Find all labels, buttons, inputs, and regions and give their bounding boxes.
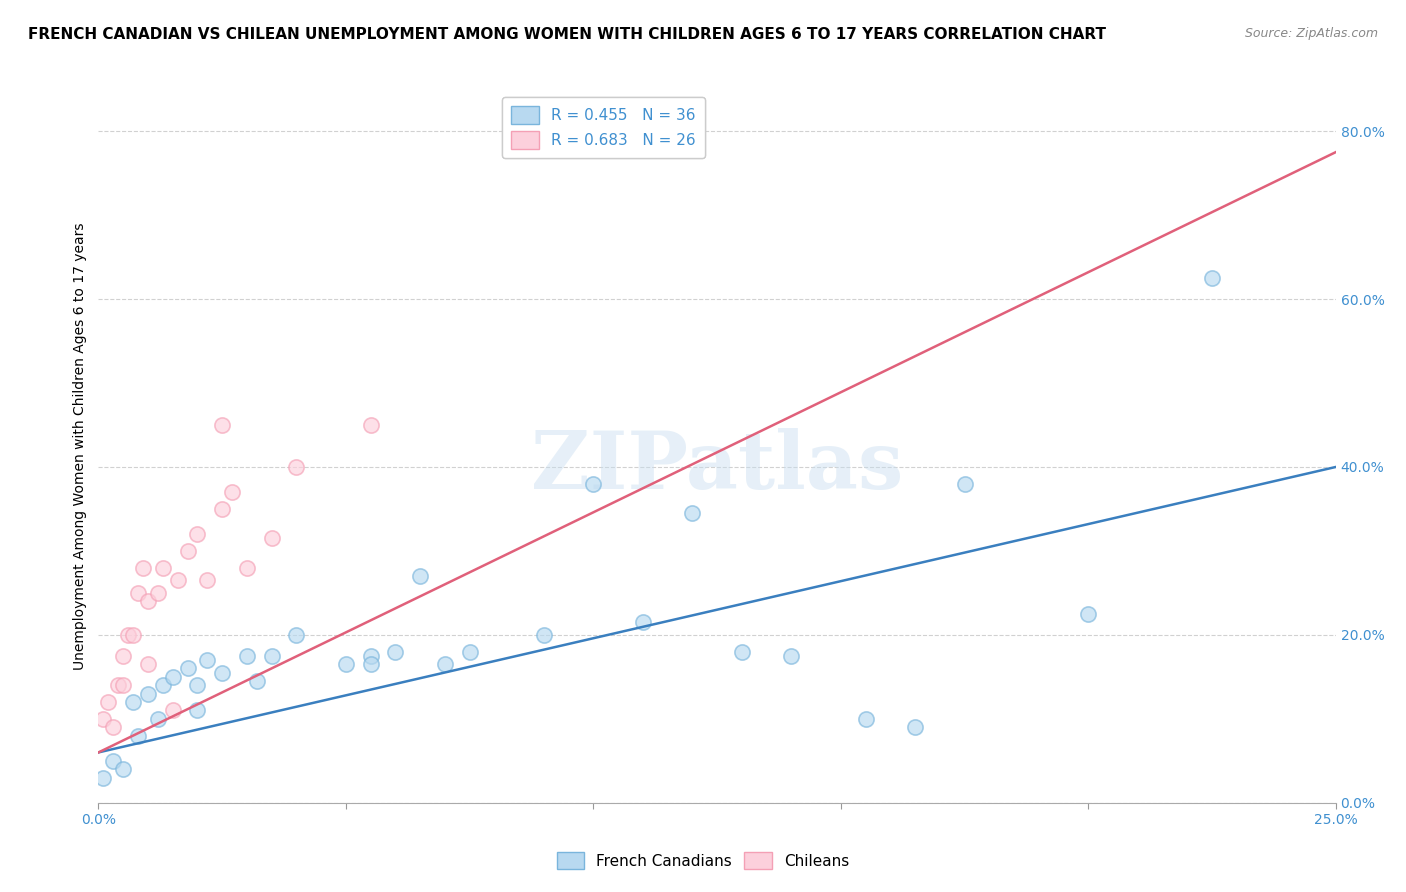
Point: [855, 712, 877, 726]
Point: [146, 712, 169, 726]
Point: [582, 476, 605, 491]
Point: [195, 653, 218, 667]
Point: [211, 665, 233, 680]
Legend: French Canadians, Chileans: French Canadians, Chileans: [551, 846, 855, 875]
Point: [176, 661, 198, 675]
Point: [136, 657, 159, 672]
Text: Source: ZipAtlas.com: Source: ZipAtlas.com: [1244, 27, 1378, 40]
Point: [127, 729, 149, 743]
Point: [409, 569, 432, 583]
Point: [107, 678, 129, 692]
Point: [97, 695, 120, 709]
Point: [127, 586, 149, 600]
Point: [162, 670, 184, 684]
Point: [458, 645, 481, 659]
Point: [260, 648, 283, 663]
Point: [260, 532, 283, 546]
Text: ZIPatlas: ZIPatlas: [531, 428, 903, 507]
Point: [132, 560, 155, 574]
Point: [731, 645, 754, 659]
Point: [103, 754, 125, 768]
Point: [335, 657, 357, 672]
Point: [195, 574, 218, 588]
Point: [136, 594, 159, 608]
Point: [152, 678, 174, 692]
Point: [360, 648, 382, 663]
Point: [176, 544, 198, 558]
Point: [360, 417, 382, 432]
Point: [533, 628, 555, 642]
Text: FRENCH CANADIAN VS CHILEAN UNEMPLOYMENT AMONG WOMEN WITH CHILDREN AGES 6 TO 17 Y: FRENCH CANADIAN VS CHILEAN UNEMPLOYMENT …: [28, 27, 1107, 42]
Point: [93, 771, 115, 785]
Point: [112, 648, 135, 663]
Point: [384, 645, 406, 659]
Point: [681, 506, 703, 520]
Point: [1201, 271, 1223, 285]
Point: [122, 628, 145, 642]
Point: [186, 703, 208, 717]
Point: [780, 648, 803, 663]
Point: [953, 476, 976, 491]
Point: [146, 586, 169, 600]
Point: [93, 712, 115, 726]
Point: [186, 527, 208, 541]
Point: [152, 560, 174, 574]
Point: [236, 648, 259, 663]
Point: [103, 720, 125, 734]
Point: [112, 678, 135, 692]
Point: [186, 678, 208, 692]
Point: [236, 560, 259, 574]
Point: [211, 417, 233, 432]
Point: [285, 460, 308, 475]
Point: [246, 674, 269, 689]
Point: [117, 628, 139, 642]
Y-axis label: Unemployment Among Women with Children Ages 6 to 17 years: Unemployment Among Women with Children A…: [73, 222, 87, 670]
Point: [904, 720, 927, 734]
Point: [433, 657, 456, 672]
Point: [166, 574, 188, 588]
Legend: R = 0.455   N = 36, R = 0.683   N = 26: R = 0.455 N = 36, R = 0.683 N = 26: [502, 97, 704, 158]
Point: [360, 657, 382, 672]
Point: [221, 485, 243, 500]
Point: [136, 687, 159, 701]
Point: [122, 695, 145, 709]
Point: [112, 762, 135, 776]
Point: [285, 628, 308, 642]
Point: [631, 615, 654, 630]
Point: [162, 703, 184, 717]
Point: [1077, 607, 1099, 621]
Point: [211, 502, 233, 516]
